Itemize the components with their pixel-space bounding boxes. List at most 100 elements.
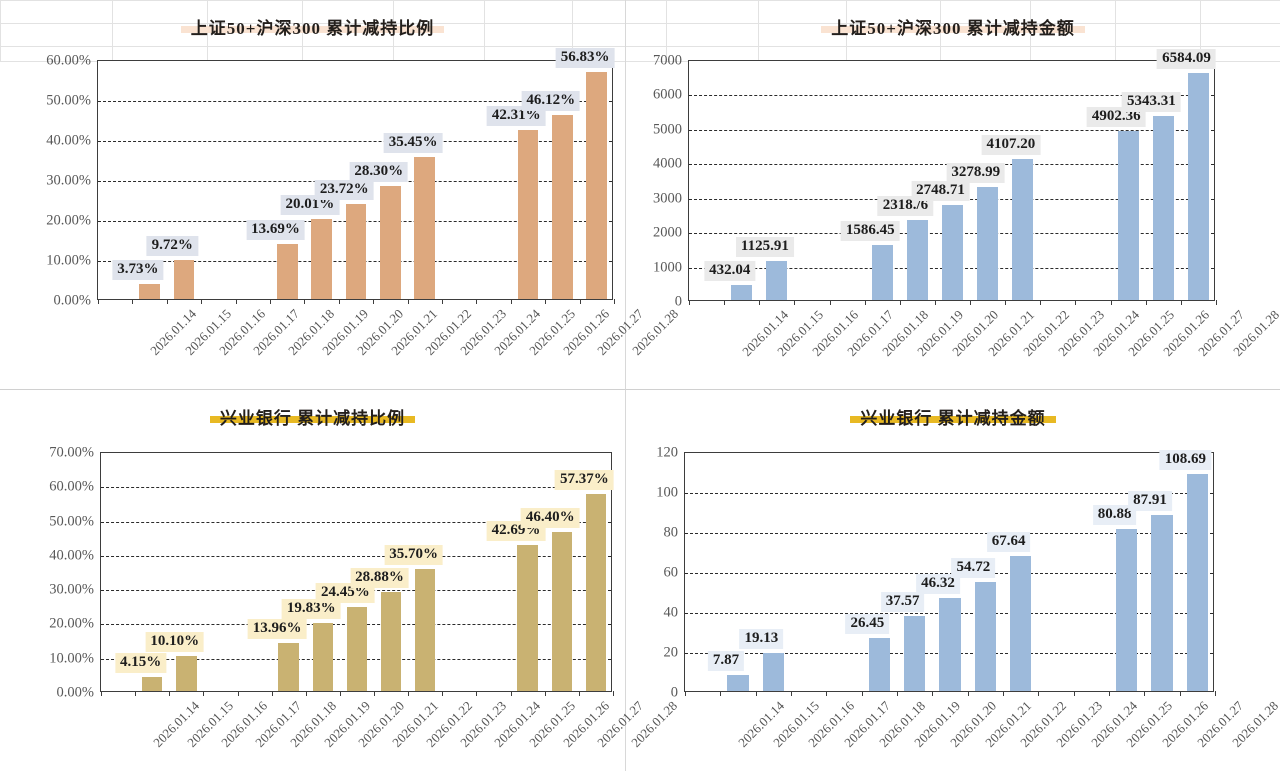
- bar[interactable]: [1117, 131, 1139, 300]
- chart-panel-bottom-left[interactable]: 兴业银行 累计减持比例 0.00% 10.00% 20.00% 30.00% 40.00…: [0, 390, 680, 771]
- y-axis-tick-label: 50.00%: [49, 513, 94, 530]
- bar[interactable]: [906, 220, 928, 300]
- grid-line: [689, 95, 1214, 97]
- bar-value-label: 57.37%: [554, 470, 614, 491]
- y-axis-tick-label: 70.00%: [49, 444, 94, 461]
- bar[interactable]: [1116, 529, 1138, 691]
- bar[interactable]: [868, 638, 890, 691]
- bar[interactable]: [731, 285, 753, 300]
- sheet-gridline-horizontal: [0, 0, 1280, 1]
- bar[interactable]: [139, 284, 160, 299]
- bar[interactable]: [1186, 473, 1208, 691]
- chart-panel-top-left[interactable]: 上证50+沪深300 累计减持比例 0.00% 10.00% 20.00% 30.00…: [0, 0, 681, 390]
- bar[interactable]: [346, 607, 368, 691]
- bar-value-label: 35.70%: [384, 544, 444, 565]
- bar[interactable]: [380, 591, 402, 691]
- sheet-gridline-vertical: [1115, 0, 1116, 62]
- y-axis-tick-label: 40: [663, 604, 679, 621]
- bar-value-label: 80.88: [1092, 505, 1137, 526]
- bar[interactable]: [345, 204, 367, 299]
- bar[interactable]: [141, 676, 163, 691]
- bar[interactable]: [977, 187, 999, 300]
- bar[interactable]: [1151, 515, 1173, 691]
- y-axis-tick-label: 20: [663, 644, 679, 661]
- sheet-gridline-vertical: [112, 0, 113, 62]
- x-axis-tick: [932, 691, 934, 696]
- x-axis-tick: [1145, 300, 1147, 305]
- x-axis-tick: [1040, 300, 1042, 305]
- bar[interactable]: [415, 568, 436, 691]
- bar-value-label: 4107.20: [981, 134, 1041, 155]
- bar-value-label: 46.32: [916, 574, 960, 595]
- bar-value-label: 6584.09: [1157, 49, 1216, 70]
- x-axis-tick: [510, 299, 512, 304]
- x-axis-tick: [408, 691, 410, 696]
- x-axis-tick: [1180, 300, 1182, 305]
- bar[interactable]: [276, 244, 298, 299]
- bar[interactable]: [414, 157, 436, 299]
- bar[interactable]: [766, 261, 788, 300]
- bar[interactable]: [762, 652, 784, 691]
- bar-value-label: 28.30%: [349, 161, 409, 182]
- plot-area-top-right: 0 1000 2000 3000 4000 5000 6000 7000 432.04 1125.…: [653, 49, 1280, 359]
- bar[interactable]: [974, 581, 996, 691]
- bar[interactable]: [551, 531, 573, 691]
- y-axis-tick-label: 0.00%: [56, 684, 94, 701]
- bar-value-label: 13.96%: [247, 619, 307, 640]
- bar[interactable]: [1010, 555, 1032, 691]
- sheet-gridline-vertical: [1200, 0, 1201, 62]
- bar[interactable]: [586, 71, 608, 299]
- x-axis-tick: [724, 300, 726, 305]
- bar[interactable]: [552, 114, 573, 299]
- bar[interactable]: [311, 218, 332, 299]
- x-axis-tick: [613, 691, 614, 696]
- y-axis-tick-label: 50.00%: [46, 92, 91, 109]
- x-axis-tick: [720, 691, 722, 696]
- y-axis-tick-label: 80: [663, 524, 679, 541]
- y-axis-tick-label: 1000: [653, 259, 682, 276]
- sheet-gridline-horizontal: [0, 46, 1280, 47]
- x-axis-tick: [826, 691, 828, 696]
- bar-value-label: 108.69: [1159, 449, 1211, 470]
- sheet-gridline-horizontal: [0, 23, 1280, 24]
- x-axis-tick: [476, 691, 478, 696]
- bar[interactable]: [176, 656, 197, 691]
- plot-frame: 0 1000 2000 3000 4000 5000 6000 7000 432.04 1125.…: [653, 49, 1217, 310]
- bar[interactable]: [871, 245, 893, 300]
- y-axis-tick-label: 10.00%: [49, 650, 94, 667]
- y-axis-tick-label: 3000: [653, 190, 682, 207]
- bar-value-label: 24.45%: [316, 583, 375, 604]
- bar[interactable]: [278, 643, 299, 691]
- x-axis-tick: [235, 299, 237, 304]
- bar[interactable]: [1152, 116, 1174, 300]
- bar[interactable]: [1187, 73, 1209, 300]
- x-axis-tick: [135, 691, 137, 696]
- x-axis-tick: [442, 691, 444, 696]
- bar[interactable]: [585, 494, 607, 691]
- bar[interactable]: [173, 260, 195, 299]
- grid-line: [101, 521, 611, 523]
- y-axis-tick-label: 30.00%: [49, 581, 94, 598]
- y-axis-tick-label: 5000: [653, 121, 682, 138]
- grid-line: [685, 533, 1213, 534]
- y-axis-tick-label: 60: [663, 564, 679, 581]
- plot-frame: 0.00% 10.00% 20.00% 30.00% 40.00% 50.00% 60.00…: [46, 47, 615, 309]
- y-axis-tick-label: 2000: [653, 224, 682, 241]
- bar[interactable]: [727, 675, 749, 691]
- grid-line: [98, 141, 612, 142]
- x-axis-tick: [864, 300, 866, 305]
- x-axis-tick: [861, 691, 863, 696]
- bar[interactable]: [939, 598, 961, 691]
- bar[interactable]: [1012, 158, 1034, 300]
- bar[interactable]: [380, 185, 401, 299]
- bar[interactable]: [517, 129, 539, 299]
- bar[interactable]: [517, 544, 538, 691]
- chart-panel-top-right[interactable]: 上证50+沪深300 累计减持金额 0 1000 2000 3000 4000 5000 6…: [626, 0, 1280, 390]
- bar-value-label: 35.45%: [383, 133, 443, 154]
- x-axis-tick: [829, 300, 831, 305]
- x-axis-tick: [1216, 300, 1217, 305]
- bar[interactable]: [312, 623, 334, 691]
- chart-panel-bottom-right[interactable]: 兴业银行 累计减持金额 0 20 40 60 80 100 120 7.87 19.13 26.4…: [626, 390, 1280, 771]
- bar[interactable]: [941, 205, 964, 300]
- bar[interactable]: [904, 615, 926, 691]
